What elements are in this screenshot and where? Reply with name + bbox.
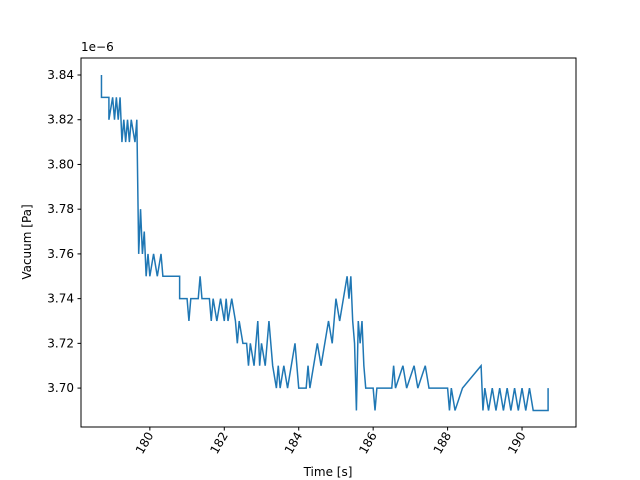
plot-frame (80, 57, 577, 428)
x-tick-label: 182 (207, 430, 231, 457)
y-offset-label: 1e−6 (81, 40, 114, 54)
y-tick-label: 3.84 (47, 68, 74, 82)
y-tick-label: 3.82 (47, 113, 74, 127)
x-tick-label: 180 (133, 430, 157, 457)
x-tick-label: 186 (356, 430, 380, 457)
y-tick-label: 3.76 (47, 247, 74, 261)
y-axis-label: Vacuum [Pa] (20, 204, 34, 279)
y-tick-label: 3.72 (47, 336, 74, 350)
y-tick-label: 3.70 (47, 381, 74, 395)
x-tick-label: 188 (431, 430, 455, 457)
y-tick-label: 3.74 (47, 292, 74, 306)
x-axis-label: Time [s] (303, 465, 353, 479)
y-tick-label: 3.78 (47, 202, 74, 216)
x-tick-label: 190 (505, 430, 529, 457)
x-tick-label: 184 (282, 430, 306, 457)
line (100, 75, 549, 412)
y-tick-label: 3.80 (47, 157, 74, 171)
